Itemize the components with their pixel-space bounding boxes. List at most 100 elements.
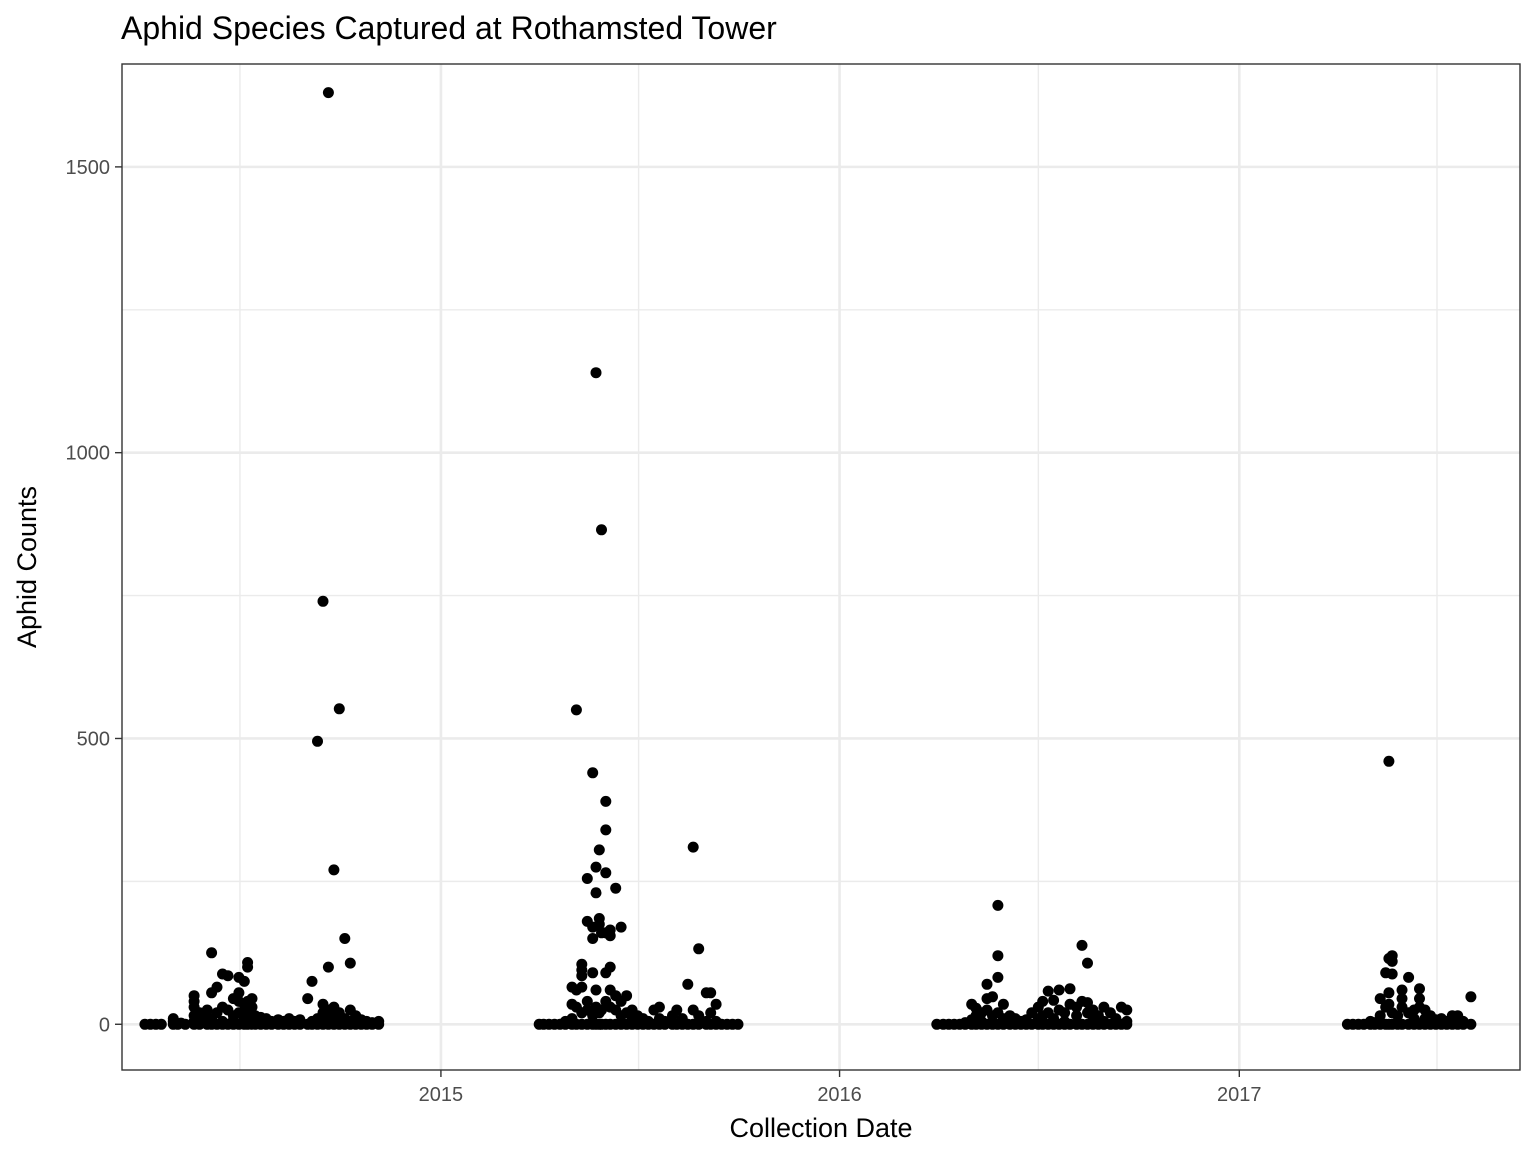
- data-point: [188, 990, 200, 1002]
- data-point: [604, 930, 616, 942]
- data-point: [1048, 994, 1060, 1006]
- data-point: [987, 991, 998, 1003]
- y-tick-label: 500: [77, 728, 110, 750]
- data-point: [590, 367, 602, 379]
- data-point: [1386, 968, 1398, 980]
- data-point: [206, 947, 218, 959]
- data-point: [1465, 991, 1477, 1003]
- data-point: [1042, 985, 1054, 997]
- data-point: [604, 961, 616, 973]
- data-point: [590, 861, 602, 873]
- chart-title: Aphid Species Captured at Rothamsted Tow…: [121, 10, 777, 46]
- data-point: [246, 1001, 258, 1013]
- data-point: [570, 704, 582, 716]
- plot-panel: [121, 63, 1521, 1071]
- data-point: [992, 950, 1004, 962]
- data-point: [1071, 1010, 1083, 1022]
- data-point: [211, 981, 223, 993]
- data-point: [1386, 955, 1398, 967]
- data-point: [373, 1018, 385, 1030]
- data-point: [732, 1018, 744, 1030]
- data-point: [233, 987, 245, 999]
- y-axis-title: Aphid Counts: [12, 486, 42, 648]
- data-point: [596, 524, 607, 536]
- data-point: [587, 767, 599, 779]
- data-point: [992, 971, 1004, 983]
- data-point: [242, 961, 254, 973]
- data-point: [992, 899, 1004, 911]
- data-point: [590, 887, 602, 899]
- data-point: [201, 1004, 213, 1016]
- data-point: [710, 998, 722, 1010]
- major-gridlines: [122, 64, 1520, 1070]
- data-point: [581, 995, 593, 1007]
- x-tick-label: 2015: [419, 1084, 464, 1106]
- data-point: [600, 867, 612, 879]
- data-point: [981, 978, 993, 990]
- data-point: [1465, 1018, 1477, 1030]
- data-point: [155, 1018, 167, 1030]
- x-tick-label: 2017: [1217, 1084, 1262, 1106]
- data-point: [222, 970, 234, 982]
- data-point: [576, 981, 588, 993]
- data-point: [705, 1007, 717, 1019]
- data-point: [1392, 1010, 1404, 1022]
- data-point: [653, 1001, 665, 1013]
- data-point: [1121, 1018, 1133, 1030]
- x-tick-label: 2016: [817, 1084, 862, 1106]
- data-point: [997, 998, 1009, 1010]
- minor-gridlines: [122, 64, 1520, 1070]
- data-point: [610, 882, 622, 894]
- data-point: [593, 918, 605, 930]
- data-point: [1383, 987, 1395, 999]
- data-point: [659, 1018, 671, 1030]
- data-point: [1064, 983, 1076, 995]
- data-point: [328, 864, 340, 876]
- data-point: [1414, 993, 1425, 1005]
- data-point: [1457, 1018, 1469, 1030]
- data-point: [1396, 984, 1408, 996]
- data-point: [1374, 993, 1386, 1005]
- x-axis: 2015 2016 2017: [419, 1070, 1262, 1106]
- data-point: [693, 943, 705, 955]
- data-point: [671, 1004, 683, 1016]
- data-point: [1374, 1010, 1386, 1022]
- data-point: [322, 87, 334, 99]
- data-point: [705, 987, 717, 999]
- data-point: [1396, 993, 1408, 1005]
- data-point: [693, 1010, 705, 1022]
- data-point: [344, 957, 356, 969]
- data-point: [339, 933, 351, 944]
- data-point: [682, 978, 694, 990]
- plot-background: [122, 64, 1520, 1070]
- data-point: [687, 841, 699, 853]
- data-point: [312, 735, 323, 747]
- data-point: [322, 961, 334, 973]
- data-point: [246, 993, 258, 1005]
- y-tick-label: 1000: [66, 443, 111, 465]
- data-point: [238, 975, 250, 987]
- data-point: [581, 873, 593, 884]
- y-tick-label: 0: [99, 1014, 110, 1036]
- plot-border: [121, 63, 1521, 1071]
- data-point: [1037, 995, 1049, 1007]
- y-axis: 0 500 1000 1500: [66, 157, 122, 1036]
- data-point: [1121, 1004, 1133, 1016]
- data-point: [1414, 983, 1425, 995]
- data-point: [600, 795, 612, 807]
- data-point: [1076, 939, 1088, 951]
- data-point: [333, 703, 345, 715]
- data-point: [621, 990, 633, 1002]
- data-point: [1059, 1007, 1071, 1019]
- x-axis-title: Collection Date: [729, 1113, 912, 1143]
- data-point: [590, 984, 602, 996]
- data-point: [1403, 971, 1415, 983]
- data-point: [179, 1018, 191, 1030]
- data-point: [317, 595, 329, 607]
- data-point: [1082, 957, 1093, 969]
- data-point: [600, 824, 612, 836]
- data-point: [615, 921, 627, 933]
- data-point: [596, 1004, 607, 1016]
- data-point: [1383, 755, 1395, 767]
